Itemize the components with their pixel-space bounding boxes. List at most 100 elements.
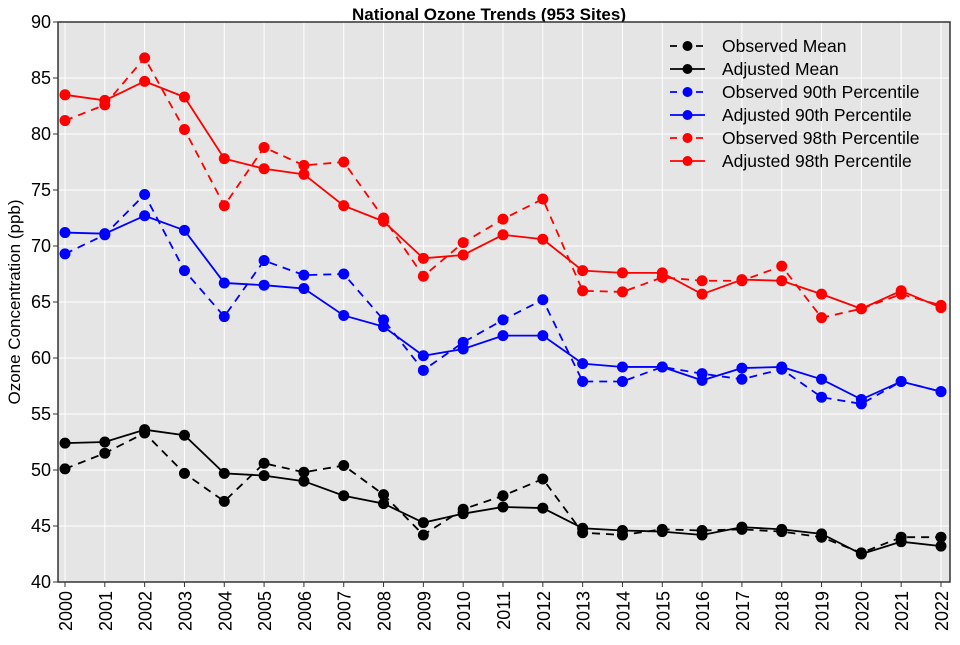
data-point [59,227,71,239]
data-point [99,436,111,448]
data-point [816,528,828,540]
data-point [457,237,469,249]
y-tick-label: 90 [31,12,51,32]
data-point [338,490,350,502]
data-point [178,467,190,479]
data-point [537,473,549,485]
data-point [378,215,390,227]
data-point [417,364,429,376]
data-point [577,285,589,297]
data-point [577,265,589,277]
data-point [59,89,71,101]
data-point [417,350,429,362]
chart-title: National Ozone Trends (953 Sites) [352,5,626,24]
data-point [417,252,429,264]
legend-item: Adjusted Mean [670,59,839,79]
data-point [577,522,589,534]
data-point [378,489,390,501]
data-point [218,311,230,323]
data-point [736,373,748,385]
data-point [417,529,429,541]
data-point [497,490,509,502]
x-tick-label: 2012 [534,591,554,631]
legend-item: Observed 90th Percentile [670,82,919,102]
legend-label: Adjusted 98th Percentile [722,151,912,171]
data-point [895,536,907,548]
data-point [935,386,947,398]
data-point [736,274,748,286]
data-point [935,531,947,543]
x-tick-label: 2021 [892,591,912,631]
data-point [696,529,708,541]
data-point [59,463,71,475]
data-point [298,466,310,478]
x-tick-label: 2004 [215,591,235,631]
data-point [178,265,190,277]
data-point [935,540,947,552]
y-tick-label: 85 [31,68,51,88]
legend-label: Observed 90th Percentile [722,82,919,102]
data-point [497,213,509,225]
data-point [139,210,151,222]
data-point [616,524,628,536]
x-tick-label: 2019 [813,591,833,631]
y-tick-label: 40 [31,572,51,592]
data-point [497,501,509,513]
data-point [656,267,668,279]
data-point [537,233,549,245]
data-point [59,248,71,260]
y-tick-label: 65 [31,292,51,312]
x-tick-label: 2008 [375,591,395,631]
legend-label: Observed 98th Percentile [722,128,919,148]
x-tick-label: 2011 [494,591,514,630]
data-point [855,548,867,560]
legend-marker [682,133,693,143]
data-point [616,286,628,298]
data-point [218,467,230,479]
data-point [577,376,589,388]
data-point [139,75,151,87]
data-point [855,303,867,315]
data-point [178,224,190,236]
data-point [616,376,628,388]
data-point [258,470,270,482]
data-point [776,275,788,287]
x-tick-label: 2002 [136,591,156,631]
legend-marker [682,64,693,74]
data-point [178,124,190,136]
data-point [656,361,668,373]
y-tick-label: 60 [31,348,51,368]
data-point [99,447,111,459]
data-point [616,267,628,279]
data-point [139,188,151,200]
data-point [338,200,350,212]
data-point [616,361,628,373]
data-point [298,168,310,180]
x-tick-label: 2010 [454,591,474,631]
data-point [218,153,230,165]
legend-marker [682,41,693,51]
legend-item: Adjusted 90th Percentile [670,105,912,125]
data-point [537,294,549,306]
data-point [99,94,111,106]
data-point [298,475,310,487]
data-point [338,460,350,472]
data-point [338,268,350,280]
legend-item: Observed Mean [670,36,847,56]
y-tick-label: 75 [31,180,51,200]
data-point [776,361,788,373]
x-tick-label: 2009 [414,591,434,631]
data-point [258,255,270,267]
legend-item: Adjusted 98th Percentile [670,151,912,171]
y-axis-label: Ozone Concentration (ppb) [5,199,24,404]
data-point [457,343,469,355]
data-point [417,517,429,529]
legend-item: Observed 98th Percentile [670,128,919,148]
data-point [776,260,788,272]
x-tick-label: 2022 [932,591,952,631]
data-point [218,277,230,289]
data-point [497,229,509,241]
data-point [178,429,190,441]
data-point [816,391,828,403]
